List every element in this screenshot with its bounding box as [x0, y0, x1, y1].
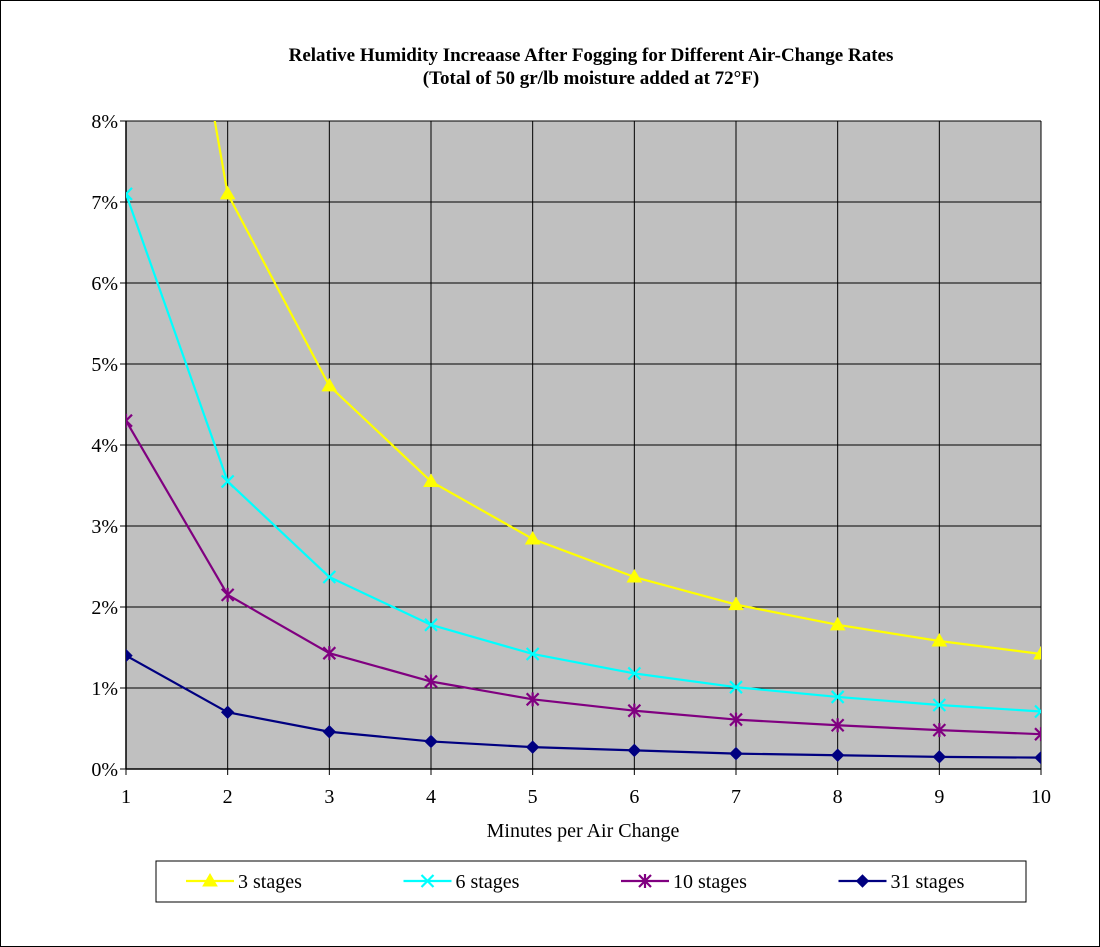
series-line-6-stages [126, 193, 1041, 713]
data-point-10-stages [1034, 727, 1041, 742]
data-point-3-stages [321, 377, 338, 392]
data-point-31-stages [525, 740, 540, 754]
x-tick-label: 2 [223, 786, 233, 808]
x-axis-label: Minutes per Air Change [487, 820, 680, 842]
data-point-10-stages [220, 587, 235, 602]
data-point-10-stages [932, 723, 947, 738]
x-tick-label: 3 [324, 786, 334, 808]
data-point-10-stages [525, 692, 540, 707]
y-tick-label: 3% [91, 516, 118, 538]
y-tick-label: 1% [91, 678, 118, 700]
data-point-31-stages [1034, 750, 1041, 765]
data-point-3-stages [524, 530, 541, 545]
data-point-6-stages [220, 474, 235, 489]
data-point-10-stages [627, 703, 642, 718]
data-point-31-stages [424, 734, 438, 749]
data-point-31-stages [126, 648, 133, 663]
chart-subtitle: (Total of 50 gr/lb moisture added at 72°… [423, 68, 759, 89]
x-tick-label: 8 [833, 786, 843, 808]
data-point-3-stages [931, 633, 948, 647]
data-point-31-stages [627, 743, 642, 758]
data-point-3-stages [1033, 645, 1041, 660]
legend: 3 stages 6 stages 10 stages 31 stages [155, 860, 1027, 903]
data-point-10-stages [729, 712, 743, 727]
series-line-3-stages [213, 121, 1041, 656]
data-point-31-stages [322, 725, 337, 739]
y-tick-label: 4% [91, 435, 118, 457]
y-tick-label: 0% [91, 759, 118, 781]
data-point-6-stages [627, 666, 642, 681]
legend-label-6-stages: 6 stages [456, 871, 520, 893]
data-point-3-stages [728, 596, 744, 611]
series-line-10-stages [126, 420, 1041, 736]
x-tick-label: 7 [731, 786, 741, 808]
series-line-31-stages [126, 654, 1041, 759]
y-tick-label: 8% [91, 111, 118, 133]
data-point-10-stages [322, 646, 337, 661]
data-point-31-stages [220, 705, 235, 720]
legend-marker-6-stages [420, 874, 435, 888]
data-point-6-stages [830, 690, 845, 704]
legend-label-3-stages: 3 stages [238, 871, 302, 893]
data-point-10-stages [830, 718, 845, 733]
y-tick-label: 2% [91, 597, 118, 619]
x-tick-label: 9 [934, 786, 944, 808]
data-point-10-stages [424, 674, 438, 689]
data-point-3-stages [219, 185, 236, 200]
data-point-31-stages [830, 748, 845, 762]
data-point-6-stages [322, 570, 337, 584]
chart-title: Relative Humidity Increaase After Foggin… [289, 45, 894, 66]
series-layer [126, 121, 1041, 765]
y-tick-label: 6% [91, 273, 118, 295]
series-3-stages [213, 121, 1041, 660]
data-point-6-stages [126, 187, 133, 201]
x-tick-label: 5 [528, 786, 538, 808]
data-point-10-stages [126, 413, 133, 428]
legend-label-10-stages: 10 stages [673, 871, 747, 893]
legend-label-31-stages: 31 stages [891, 871, 965, 893]
x-tick-label: 1 [121, 786, 131, 808]
legend-marker-10-stages [638, 874, 652, 888]
x-tick-label: 10 [1031, 786, 1051, 808]
legend-marker-31-stages [855, 874, 870, 888]
data-point-3-stages [423, 473, 439, 487]
series-31-stages [126, 648, 1041, 765]
data-point-3-stages [829, 616, 846, 631]
x-tick-label: 4 [426, 786, 436, 808]
tick-labels: 0% 1% 2% 3% 4% 5% 6% 7% 8% 1 2 3 4 5 6 7 8 9 10 [91, 111, 1051, 808]
data-point-31-stages [932, 750, 947, 764]
series-10-stages [126, 413, 1041, 742]
data-point-6-stages [932, 698, 947, 712]
data-point-6-stages [729, 680, 743, 694]
data-point-6-stages [1034, 704, 1041, 719]
y-tick-label: 7% [91, 192, 118, 214]
data-point-3-stages [626, 569, 643, 583]
legend-marker-3-stages [202, 873, 218, 887]
data-point-31-stages [729, 746, 743, 761]
series-6-stages [126, 187, 1041, 719]
x-tick-label: 6 [629, 786, 639, 808]
y-tick-label: 5% [91, 354, 118, 376]
data-point-6-stages [424, 618, 438, 632]
data-point-6-stages [525, 647, 540, 661]
